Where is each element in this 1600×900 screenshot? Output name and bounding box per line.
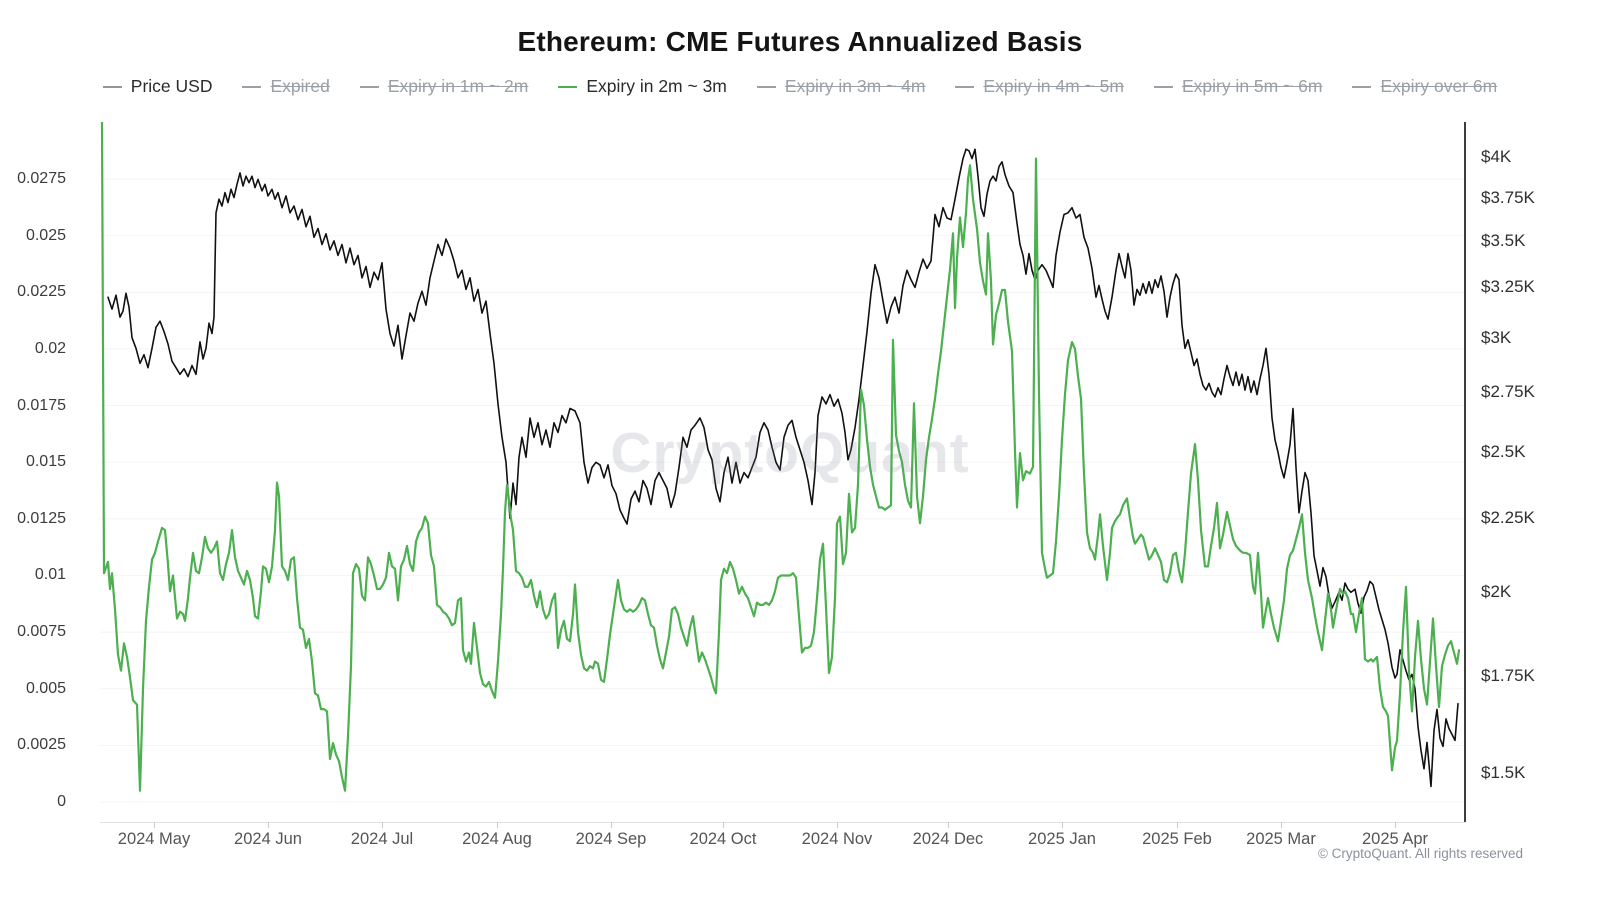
x-axis-tick (154, 822, 155, 828)
legend-item-price-usd[interactable]: Price USD (102, 76, 213, 97)
y-axis-left-label: 0.01 (34, 566, 66, 584)
x-axis-tick (1177, 822, 1178, 828)
legend-item-expiry-in-5m-6m[interactable]: Expiry in 5m ~ 6m (1153, 76, 1323, 97)
x-axis-label: 2024 Dec (912, 830, 984, 848)
legend-item-expiry-in-3m-4m[interactable]: Expiry in 3m ~ 4m (756, 76, 926, 97)
legend-item-label: Expiry in 2m ~ 3m (586, 76, 727, 96)
legend-item-label: Expiry in 3m ~ 4m (784, 76, 926, 96)
y-axis-left-label: 0.015 (25, 453, 66, 471)
legend-item-label: Price USD (130, 76, 213, 96)
y-axis-left-label: 0.0175 (17, 396, 66, 414)
legend-item-label: Expiry in 5m ~ 6m (1181, 76, 1323, 96)
y-axis-left-label: 0.0225 (17, 283, 66, 301)
x-axis-label: 2024 Oct (689, 830, 757, 848)
chart-canvas[interactable] (100, 122, 1465, 822)
x-axis-label: 2025 Jan (1028, 830, 1096, 848)
legend-dash-icon (955, 85, 975, 88)
legend-item-expiry-in-1m-2m[interactable]: Expiry in 1m ~ 2m (359, 76, 529, 97)
legend-dash-icon (242, 85, 262, 88)
x-axis-label: 2024 Sep (575, 830, 647, 848)
x-axis-tick (1281, 822, 1282, 828)
y-axis-left-label: 0.0275 (17, 170, 66, 187)
y-axis-right-label: $3.75K (1481, 187, 1535, 207)
legend-item-label: Expired (270, 76, 330, 96)
x-axis-tick (723, 822, 724, 828)
y-axis-left-label: 0.0025 (17, 736, 66, 754)
x-axis-label: 2024 May (117, 830, 191, 848)
legend-dash-icon (558, 85, 578, 88)
y-axis-left-label: 0 (57, 793, 66, 810)
legend-item-label: Expiry in 1m ~ 2m (387, 76, 529, 96)
page-title: Ethereum: CME Futures Annualized Basis (517, 26, 1083, 57)
x-axis-tick (611, 822, 612, 828)
y-axis-right-label: $2K (1481, 582, 1512, 602)
legend-dash-icon (359, 85, 379, 88)
y-axis-right-label: $2.25K (1481, 508, 1535, 528)
legend-dash-icon (1153, 85, 1173, 88)
y-axis-left-label: 0.02 (34, 339, 66, 357)
y-axis-right-label: $3.25K (1481, 277, 1535, 297)
x-axis-label: 2025 Mar (1246, 830, 1316, 848)
y-axis-right-label: $1.75K (1481, 666, 1535, 686)
x-axis-label: 2024 Jul (350, 830, 414, 848)
x-axis-tick (382, 822, 383, 828)
legend-dash-icon (102, 85, 122, 88)
x-axis-tick (268, 822, 269, 828)
y-axis-right-label: $3.5K (1481, 230, 1526, 250)
x-axis-tick (1062, 822, 1063, 828)
chart-legend: Price USD Expired Expiry in 1m ~ 2m Expiry … (0, 76, 1600, 97)
legend-dash-icon (756, 85, 776, 88)
y-axis-left-label: 0.0075 (17, 623, 66, 641)
y-axis-right-label: $2.75K (1481, 382, 1535, 402)
chart-plot-area[interactable] (100, 122, 1465, 823)
y-axis-right-label: $2.5K (1481, 442, 1526, 462)
x-axis-tick (1395, 822, 1396, 828)
legend-item-label: Expiry in 4m ~ 5m (983, 76, 1124, 96)
x-axis-label: 2025 Apr (1361, 830, 1429, 848)
x-axis-label: 2024 Nov (801, 830, 873, 848)
x-axis-tick (837, 822, 838, 828)
price-line[interactable] (107, 148, 1459, 788)
x-axis-label: 2024 Aug (462, 830, 532, 848)
x-axis-tick (497, 822, 498, 828)
basis-line[interactable] (100, 122, 1461, 792)
legend-dash-icon (1352, 85, 1372, 88)
y-axis-left-label: 0.025 (25, 226, 66, 244)
legend-item-expiry-in-4m-5m[interactable]: Expiry in 4m ~ 5m (955, 76, 1124, 97)
legend-item-expiry-over-6m[interactable]: Expiry over 6m (1352, 76, 1497, 97)
x-axis-label: 2025 Feb (1142, 830, 1212, 848)
legend-item-label: Expiry over 6m (1380, 76, 1498, 96)
y-axis-right-label: $3K (1481, 327, 1512, 347)
y-axis-left-label: 0.005 (25, 679, 66, 697)
right-axis-line (1464, 122, 1467, 822)
y-axis-right-label: $4K (1481, 147, 1512, 167)
x-axis-label: 2024 Jun (234, 830, 302, 848)
x-axis-tick (948, 822, 949, 828)
y-axis-right-label: $1.5K (1481, 763, 1526, 782)
y-axis-left-label: 0.0125 (17, 509, 66, 527)
legend-item-expired[interactable]: Expired (242, 76, 330, 97)
copyright-text: © CryptoQuant. All rights reserved (1317, 846, 1523, 861)
legend-item-expiry-in-2m-3m[interactable]: Expiry in 2m ~ 3m (558, 76, 727, 97)
